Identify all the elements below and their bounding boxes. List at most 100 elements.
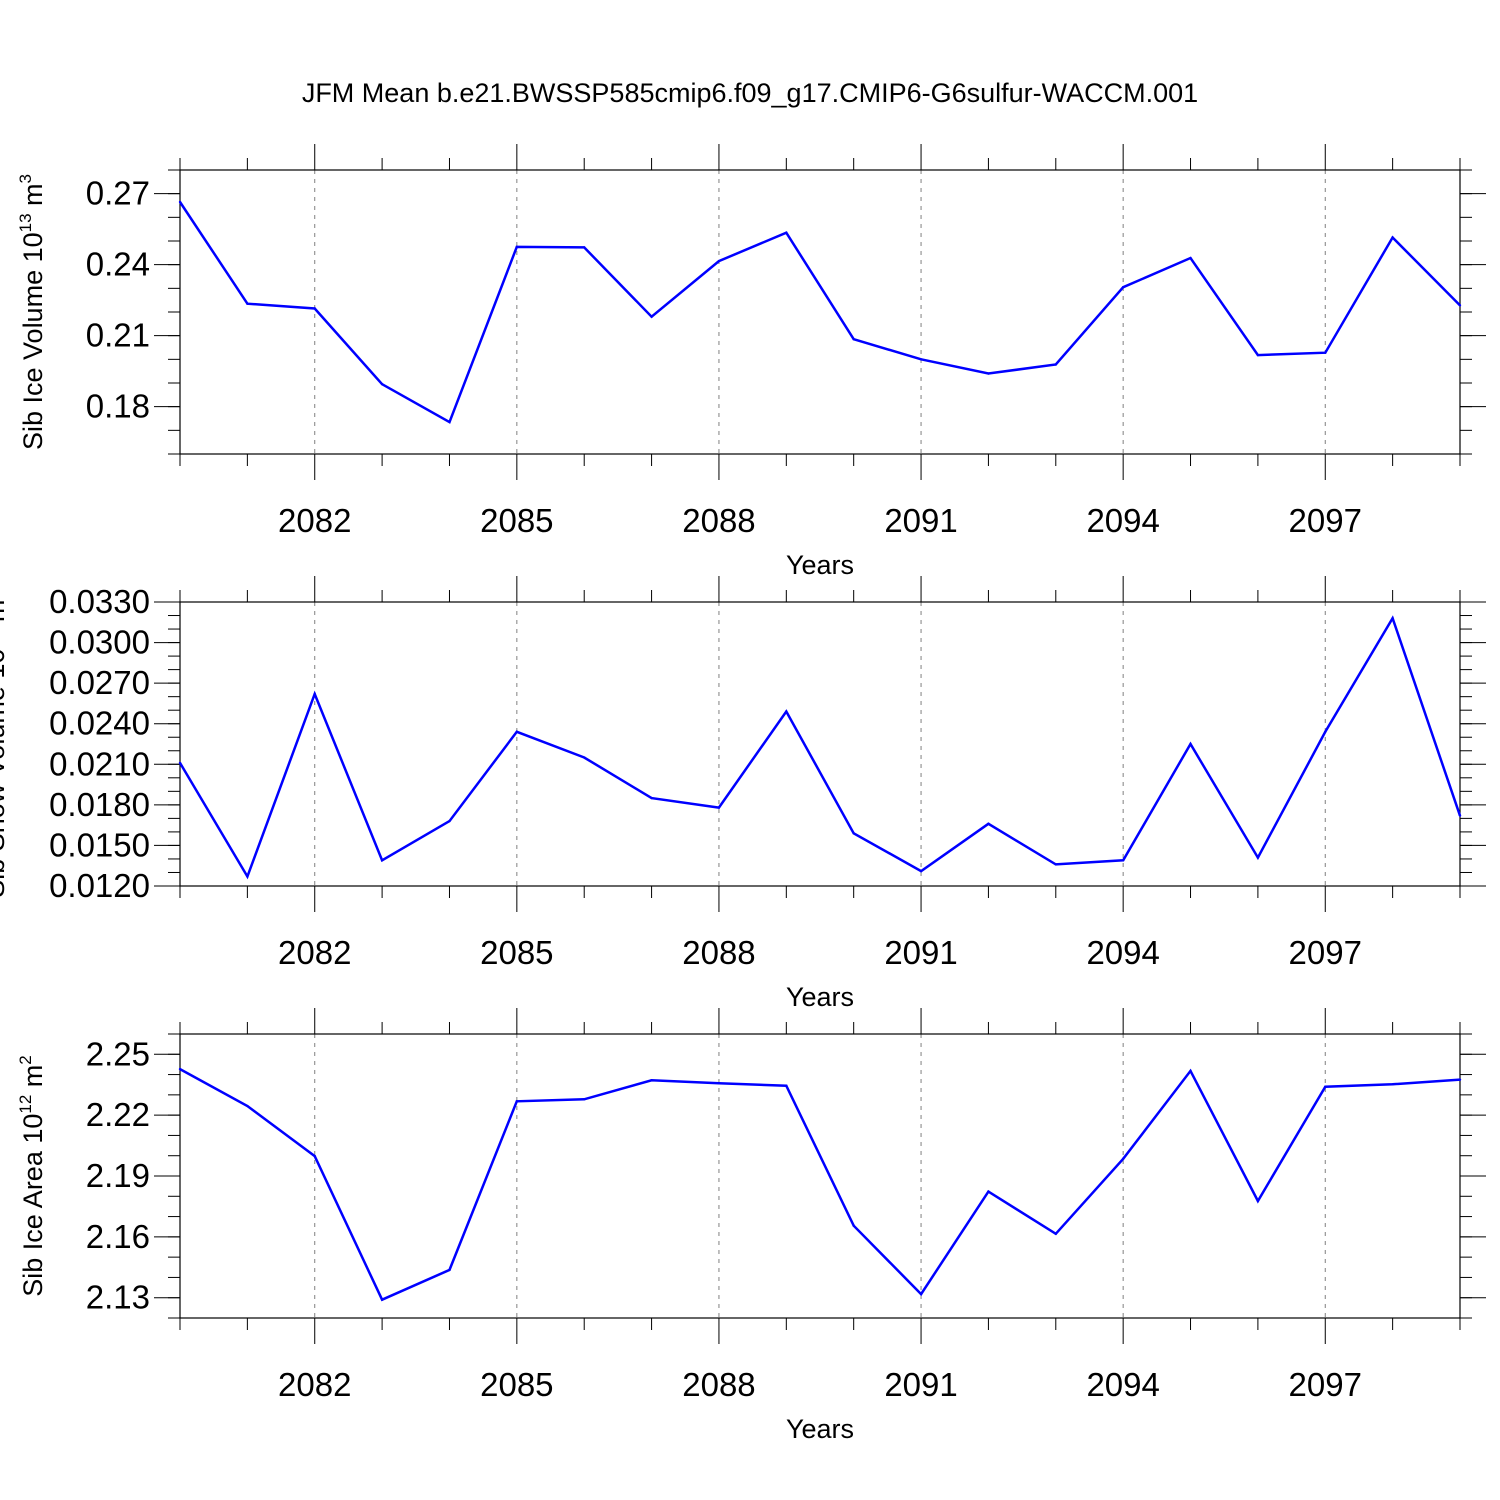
panel-2-x-tick-label: 2088 [682,934,755,971]
panel-2-y-tick-label: 0.0330 [49,583,150,620]
panel-2-data-point [1391,617,1394,620]
panel-1-data-point [785,231,788,234]
panel-1-y-axis-title-exp: 13 [16,213,35,232]
panel-1-y-axis-title-main: Sib Ice Volume 10 [18,232,48,450]
panel-2-data-point [717,806,721,809]
panel-1-y-tick-label: 0.18 [86,388,150,425]
panel-1-data-point [583,246,586,249]
panel-1-x-tick-label: 2094 [1086,502,1159,539]
panel-3-y-axis-title: Sib Ice Area 1012 m2 [16,1055,48,1297]
panel-2-y-axis-title-unit: m [0,600,10,630]
panel-2-y-axis-title: Sib Snow Volume 1013 m3 [0,590,10,898]
panel-2-y-tick-label: 0.0210 [49,745,150,782]
panel-3-y-tick-label: 2.25 [86,1035,150,1072]
panel-3-data-point [785,1084,788,1087]
panel-1-data-point [246,302,249,305]
panel-1-data-point [1054,363,1057,366]
panel-2-data-point [448,819,451,823]
panel-3-data-point [583,1098,586,1101]
panel-1-data-point [380,382,384,386]
panel-2-y-tick-label: 0.0120 [49,867,150,904]
panel-2-y-tick-label: 0.0180 [49,786,150,823]
panel-1-x-axis-title: Years [786,550,854,580]
panel-3-x-tick-label: 2082 [278,1366,351,1403]
panel-2-data-point [1324,730,1327,734]
panel-2-x-axis-title: Years [786,982,854,1012]
panel-3-y-axis-title-exp: 12 [16,1095,35,1114]
panel-1-data-point [1189,256,1192,260]
panel-3-y-axis-title-unit: m [18,1065,48,1095]
panel-1-y-axis-title-unit-exp: 3 [16,174,35,183]
panel-2-data-point [1054,863,1057,866]
panel-1-data-point [650,315,653,318]
panel-3-x-tick-label: 2088 [682,1366,755,1403]
panel-3-x-axis-title: Years [786,1414,854,1444]
panel-1: 0.18 0.21 0.24 0.27 2082 2085 2088 2091 2094 2097… [16,144,1486,580]
panel-3-data-point [380,1298,384,1301]
panel-2-y-tick-label: 0.0150 [49,826,150,863]
panel-2-y-axis-title-main: Sib Snow Volume 10 [0,649,10,898]
panel-2-data-point [1121,859,1125,862]
panel-1-frame [179,169,1461,455]
panel-3-data-point [1324,1085,1327,1088]
panel-3-data-point [1256,1199,1260,1203]
panel-2-data-point [919,869,923,873]
panel-2-data-point [313,692,316,696]
panel-1-series-line [178,201,1461,424]
panel-1-y-tick-label: 0.27 [86,175,150,212]
panel-1-data-point [717,259,721,263]
panel-1-x-tick-label: 2097 [1289,502,1362,539]
panel-1-data-point [1391,236,1394,239]
panel-3-data-point [1054,1232,1057,1236]
panel-3-data-point [852,1224,855,1227]
panel-1-data-point [448,420,451,424]
panel-2-data-point [583,756,586,759]
panel-2-data-point [515,730,519,734]
panel-3-data-point [448,1268,451,1272]
panel-1-x-tick-label: 2091 [884,502,957,539]
panel-2-x-tick-label: 2097 [1289,934,1362,971]
panel-3-data-point [1458,1078,1462,1081]
panel-2-data-point [987,822,990,825]
panel-1-x-tick-label: 2085 [480,502,553,539]
panel-2-y-tick-label: 0.0240 [49,705,150,742]
figure-title: JFM Mean b.e21.BWSSP585cmip6.f09_g17.CMI… [301,78,1199,108]
panel-2-data-point [785,710,788,713]
panel-3-x-tick-label: 2085 [480,1366,553,1403]
panel-2-data-point [852,832,855,835]
panel-1-y-axis-title-unit: m [18,183,48,213]
panel-1-data-point [313,307,316,310]
panel-1-data-point [987,372,990,375]
panel-3-data-point [919,1292,923,1296]
panel-3-x-tick-label: 2091 [884,1366,957,1403]
panel-2-y-tick-label: 0.0270 [49,664,150,701]
panel-2-data-point [1458,814,1462,817]
panel-2-series-line [178,615,1462,880]
panel-2-x-tick-label: 2082 [278,934,351,971]
panel-3-y-axis-title-unit-exp: 2 [16,1055,35,1064]
panel-1-y-tick-label: 0.24 [86,246,150,283]
panel-3-y-tick-label: 2.16 [86,1218,150,1255]
panel-3-x-tick-label: 2094 [1086,1366,1159,1403]
panel-1-data-point [852,338,855,341]
panel-1-data-point [1458,304,1462,307]
panel-3-data-point [313,1154,316,1158]
panel-2-data-point [650,796,653,800]
panel-1-data-point [515,245,519,249]
panel-2-data-point [380,859,384,862]
panel-3-series-line [179,1068,1461,1302]
panel-1-data-point [1121,285,1125,289]
panel-3-x-tick-label: 2097 [1289,1366,1362,1403]
panel-2-data-point [246,875,249,878]
panel-3-data-point [1189,1069,1192,1073]
panel-3-y-tick-label: 2.19 [86,1157,150,1194]
panel-1-data-point [178,200,182,204]
panel-2-frame [179,601,1461,887]
panel-3-y-axis-title-main: Sib Ice Area 10 [18,1114,48,1297]
panel-3-y-tick-label: 2.13 [86,1279,150,1316]
panel-2-x-tick-label: 2085 [480,934,553,971]
panel-2-x-tick-label: 2091 [884,934,957,971]
panel-3-data-point [178,1067,182,1071]
